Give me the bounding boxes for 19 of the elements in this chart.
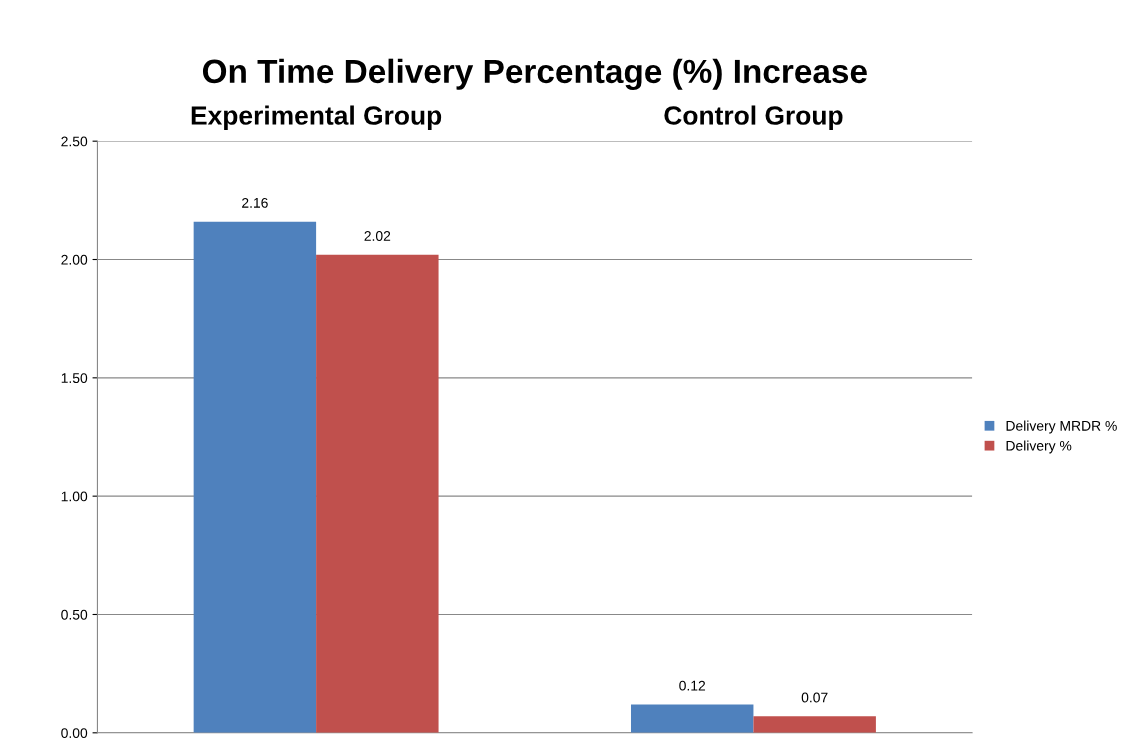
y-tick-label: 0.50 <box>61 609 88 620</box>
x-tick-label: Control Group <box>664 105 843 131</box>
bar <box>753 716 876 733</box>
y-tick-label: 2.50 <box>61 136 88 147</box>
legend-label: Delivery MRDR % <box>1006 420 1117 434</box>
x-tick-label: Experimental Group <box>191 105 442 131</box>
y-tick-label: 1.50 <box>61 373 88 383</box>
y-tick-label: 1.00 <box>61 491 88 502</box>
bar <box>316 254 439 733</box>
data-label: 2.16 <box>242 197 268 208</box>
bar <box>193 221 317 733</box>
chart-title: On Time Delivery Percentage (%) Increase <box>202 58 867 90</box>
data-label: 0.07 <box>801 692 828 703</box>
legend-label: Delivery % <box>1006 440 1072 454</box>
data-label: 0.12 <box>679 680 706 691</box>
data-label: 2.02 <box>364 231 391 241</box>
y-tick-label: 2.00 <box>61 254 88 265</box>
bar <box>630 704 754 733</box>
y-tick-label: 0.00 <box>61 728 88 738</box>
